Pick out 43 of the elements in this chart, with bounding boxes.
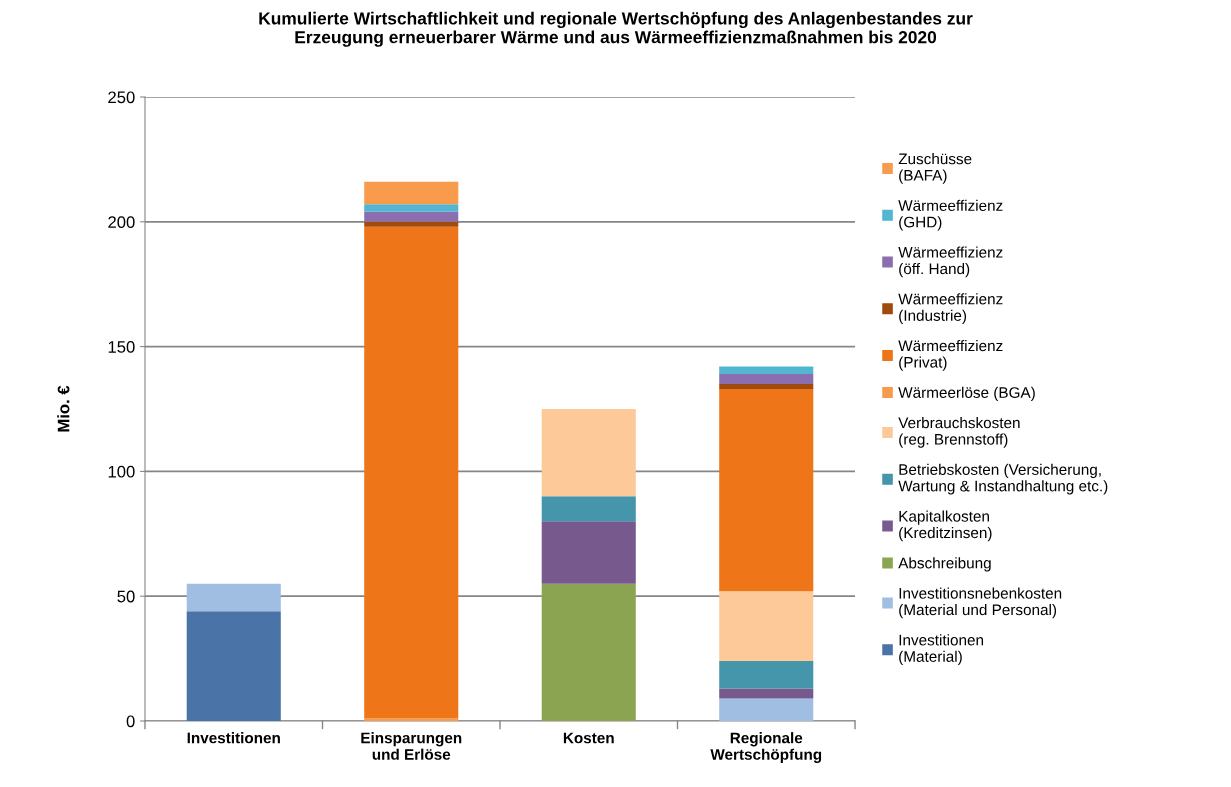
chart-title: Kumulierte Wirtschaftlichkeit und regionale Wertschöpfung des Anlagenbestandes zur Erzeugung erneuerbarer Wärme und aus Wärmeeffizienzmaßnahmen bis 2020 [259, 11, 973, 47]
y-tick-label: 100 [108, 465, 135, 478]
bar [719, 591, 814, 662]
y-tick-label: 0 [126, 715, 135, 728]
legend-label: Zuschüsse (BAFA) [898, 153, 972, 184]
legend-label: Verbrauchskosten (reg. Brennstoff) [898, 417, 1020, 448]
bar [541, 583, 636, 721]
bar [719, 661, 814, 689]
bar [364, 226, 459, 719]
legend-label: Kapitalkosten (Kreditzinsen) [899, 510, 992, 542]
bar [719, 374, 814, 385]
bar [719, 384, 814, 390]
y-axis-title: Mio. € [57, 385, 70, 432]
legend-label: Investitionsnebenkosten (Material und Personal) [899, 587, 1062, 619]
bar [719, 366, 814, 375]
y-tick-label: 50 [117, 590, 135, 603]
legend-label: Betriebskosten (Versicherung, Wartung & Instandhaltung etc.) [898, 463, 1108, 495]
legend-label: Wärmeeffizienz (GHD) [898, 199, 1003, 231]
y-tick-label: 250 [108, 91, 135, 104]
x-tick-label: Einsparungen und Erlöse [361, 732, 462, 760]
bar [541, 496, 636, 522]
bar [364, 204, 459, 212]
bar [364, 181, 459, 205]
legend-label: Wärmeerlöse (BGA) [898, 386, 1035, 401]
legend-label: Abschreibung [898, 557, 991, 572]
y-tick-label: 150 [108, 341, 135, 353]
x-tick-label: Kosten [563, 732, 614, 744]
bar [719, 389, 814, 592]
bar [364, 221, 459, 227]
bar [186, 611, 281, 721]
bar [186, 583, 281, 612]
legend-label: Wärmeeffizienz (öff. Hand) [898, 246, 1003, 278]
bar [541, 521, 636, 584]
bar [364, 211, 459, 222]
bar [541, 409, 636, 497]
y-tick-label: 200 [108, 216, 135, 228]
legend-label: Investitionen (Material) [899, 634, 984, 665]
legend-label: Wärmeeffizienz (Industrie) [898, 293, 1003, 324]
bar [719, 698, 814, 721]
x-tick-label: Investitionen [187, 732, 280, 744]
x-tick-label: Regionale Wertschöpfung [710, 732, 822, 763]
legend-label: Wärmeeffizienz (Privat) [898, 340, 1003, 371]
bar [719, 688, 814, 699]
